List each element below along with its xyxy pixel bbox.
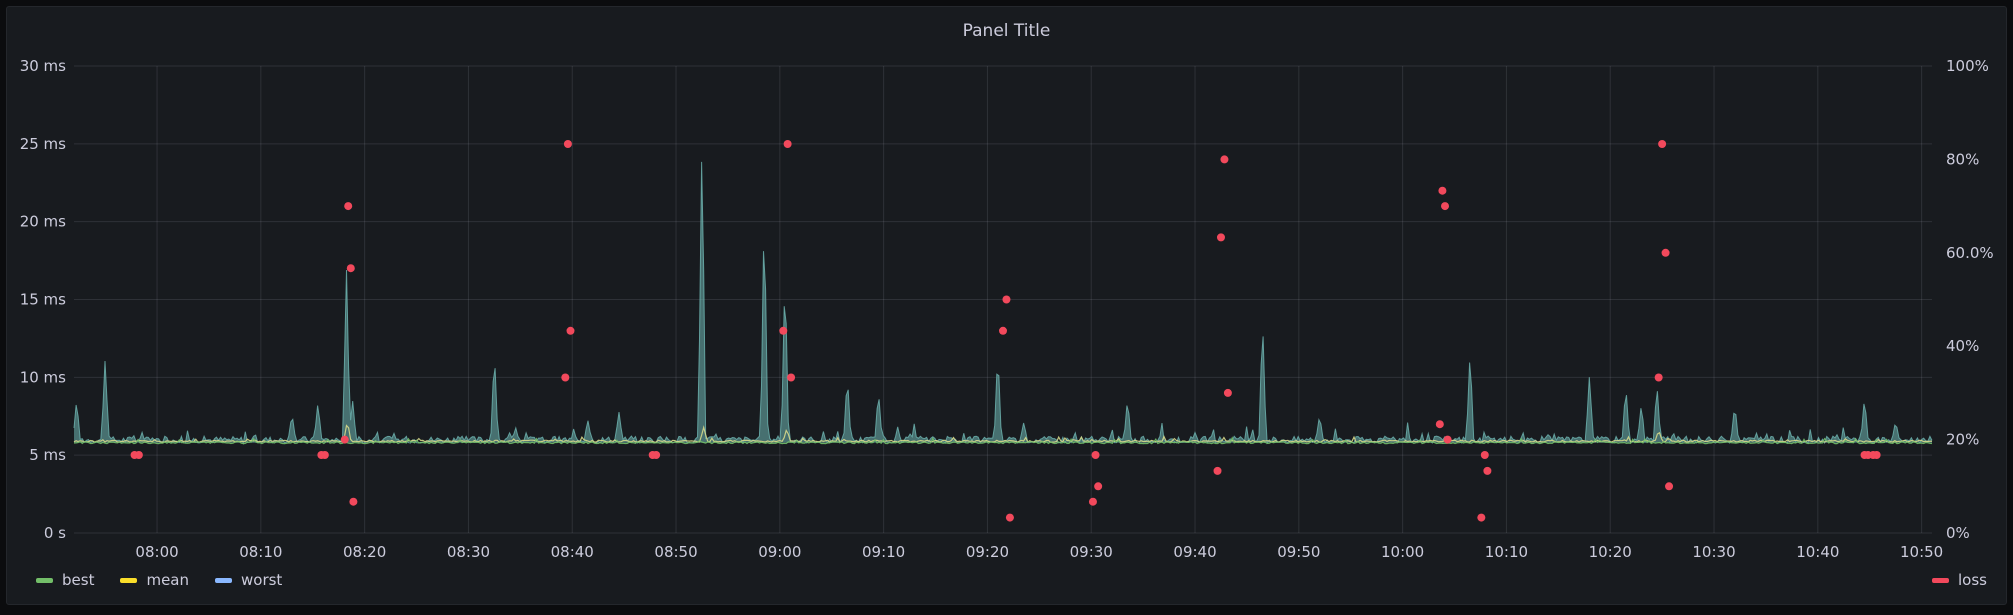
y-right-tick-label: 0%: [1946, 524, 1970, 542]
loss-point: [566, 326, 575, 335]
y-left-tick-label: 5 ms: [29, 446, 66, 464]
legend-swatch: [215, 577, 232, 583]
x-tick-label: 10:20: [1589, 543, 1632, 561]
loss-point: [1661, 248, 1670, 257]
x-tick-label: 10:50: [1900, 543, 1943, 561]
loss-point: [1223, 388, 1232, 397]
loss-point: [1094, 482, 1103, 491]
loss-point: [783, 139, 792, 148]
legend-item-mean[interactable]: mean: [120, 571, 189, 589]
loss-point: [1435, 420, 1444, 429]
loss-point: [1477, 513, 1486, 522]
y-left-tick-label: 0 s: [44, 524, 66, 542]
loss-point: [320, 451, 329, 460]
loss-point: [561, 373, 570, 382]
legend-swatch: [1932, 577, 1950, 583]
loss-point: [999, 326, 1007, 335]
loss-point: [134, 451, 143, 460]
x-tick-label: 08:10: [239, 543, 282, 561]
x-tick-label: 08:20: [343, 543, 386, 561]
y-left-tick-label: 30 ms: [20, 57, 66, 75]
loss-point: [1483, 466, 1492, 475]
chart-panel: Panel Title: [6, 6, 2007, 605]
loss-point: [1438, 186, 1447, 195]
loss-point: [1441, 202, 1450, 211]
loss-point: [1005, 513, 1014, 522]
legend-label: loss: [1958, 571, 1987, 589]
loss-point: [1665, 482, 1674, 491]
loss-point: [779, 326, 788, 335]
y-left-tick-label: 25 ms: [20, 135, 66, 153]
x-tick-label: 08:30: [447, 543, 490, 561]
legend-swatch: [36, 577, 53, 583]
loss-point: [652, 451, 661, 460]
legend-label: worst: [241, 571, 283, 589]
series-mean-line: [73, 424, 1933, 443]
y-right-tick-label: 100%: [1946, 57, 1989, 75]
loss-point: [1091, 451, 1100, 460]
x-tick-label: 08:40: [551, 543, 594, 561]
x-tick-label: 09:30: [1070, 543, 1113, 561]
x-tick-label: 08:50: [654, 543, 697, 561]
loss-point: [1872, 451, 1881, 460]
loss-point: [1088, 497, 1097, 506]
loss-point: [346, 264, 355, 273]
y-right-tick-label: 40%: [1946, 337, 1979, 355]
x-tick-label: 10:40: [1796, 543, 1839, 561]
legend-swatch: [120, 577, 138, 583]
y-right-tick-label: 80%: [1946, 150, 1979, 168]
loss-point: [340, 435, 349, 444]
legend-item-best[interactable]: best: [36, 571, 94, 589]
x-tick-label: 09:50: [1277, 543, 1320, 561]
loss-point: [1654, 373, 1663, 382]
loss-point: [1002, 295, 1011, 304]
x-tick-label: 09:00: [758, 543, 801, 561]
x-tick-label: 09:20: [966, 543, 1009, 561]
series-worst-line: [73, 161, 1933, 446]
y-left-tick-label: 10 ms: [20, 368, 66, 386]
x-tick-label: 09:40: [1173, 543, 1216, 561]
x-tick-label: 10:00: [1381, 543, 1424, 561]
legend-item-worst[interactable]: worst: [215, 571, 282, 589]
loss-point: [1443, 435, 1452, 444]
legend-right: loss: [1932, 571, 1987, 589]
y-left-tick-label: 15 ms: [20, 291, 66, 309]
loss-point: [344, 202, 353, 211]
legend-label: mean: [146, 571, 189, 589]
x-tick-label: 10:30: [1692, 543, 1735, 561]
loss-point: [563, 139, 572, 148]
loss-point: [787, 373, 796, 382]
loss-point: [1658, 139, 1667, 148]
series-worst-area: [74, 161, 1932, 444]
x-tick-label: 09:10: [862, 543, 905, 561]
x-tick-label: 08:00: [135, 543, 178, 561]
series-best-line: [73, 436, 1933, 445]
legend-item-loss[interactable]: loss: [1932, 571, 1987, 589]
y-right-tick-label: 60.0%: [1946, 244, 1994, 262]
y-right-tick-label: 20%: [1946, 431, 1979, 449]
panel-title[interactable]: Panel Title: [962, 21, 1051, 41]
loss-point: [1220, 155, 1229, 164]
y-left-tick-label: 20 ms: [20, 213, 66, 231]
loss-point: [1213, 466, 1222, 475]
legend-label: best: [62, 571, 95, 589]
loss-point: [1216, 233, 1225, 242]
loss-point: [349, 497, 358, 506]
legend: best mean worst: [36, 571, 282, 589]
x-tick-label: 10:10: [1485, 543, 1528, 561]
loss-point: [1480, 451, 1489, 460]
